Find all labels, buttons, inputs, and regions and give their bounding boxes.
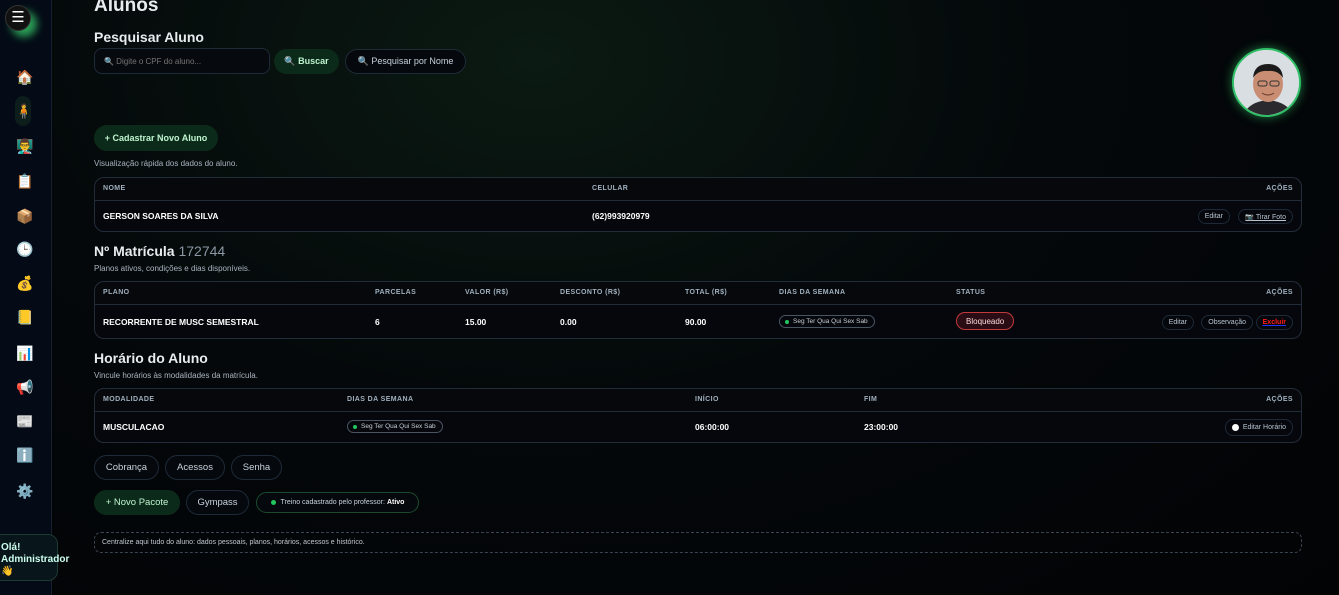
student-phone: (62)993920979	[592, 211, 650, 221]
training-label: Treino cadastrado pelo professor:	[280, 499, 385, 506]
col-header: MODALIDADE	[103, 396, 155, 403]
col-header: CELULAR	[592, 185, 629, 192]
col-header: STATUS	[956, 289, 986, 296]
take-photo-button[interactable]: 📷 Tirar Foto	[1238, 209, 1293, 224]
col-header: DIAS DA SEMANA	[347, 396, 414, 403]
menu-toggle-button[interactable]: ☰	[5, 5, 31, 31]
observation-button[interactable]: Observação	[1201, 315, 1253, 330]
end-time: 23:00:00	[864, 422, 899, 432]
enrollment-subtitle: Planos ativos, condições e dias disponív…	[94, 264, 251, 273]
tab-senha[interactable]: Senha	[231, 455, 282, 480]
start-time: 06:00:00	[695, 422, 730, 432]
schedule-subtitle: Vincule horários às modalidades da matrí…	[94, 371, 258, 380]
page-title: Alunos	[94, 0, 159, 16]
weekdays-text: Seg Ter Qua Qui Sex Sab	[361, 423, 436, 430]
training-value: Ativo	[386, 499, 405, 506]
avatar	[1232, 48, 1301, 117]
status-badge: Bloqueado	[956, 312, 1015, 330]
col-header: TOTAL (R$)	[685, 289, 728, 296]
modality-name: MUSCULACAO	[103, 422, 165, 432]
cpf-search-input[interactable]	[94, 48, 270, 74]
greeting-role: Administrador	[1, 554, 70, 565]
plan-installments: 6	[375, 317, 380, 327]
weekdays-text: Seg Ter Qua Qui Sex Sab	[793, 318, 868, 325]
chart-icon[interactable]: 📊	[16, 345, 34, 361]
info-note: Centralize aqui tudo do aluno: dados pes…	[94, 532, 1302, 553]
clipboard-icon[interactable]: 📋	[16, 173, 34, 189]
student-table: NOME CELULAR AÇÕES GERSON SOARES DA SILV…	[94, 177, 1302, 232]
newspaper-icon[interactable]: 📰	[16, 413, 34, 429]
table-row: GERSON SOARES DA SILVA (62)993920979 Edi…	[95, 201, 1301, 231]
tab-cobranca[interactable]: Cobrança	[94, 455, 159, 480]
col-header: NOME	[103, 185, 126, 192]
delete-plan-button[interactable]: Excluir	[1255, 315, 1293, 330]
plans-table: PLANO PARCELAS VALOR (R$) DESCONTO (R$) …	[94, 281, 1302, 339]
col-header: AÇÕES	[1266, 289, 1293, 296]
edit-student-button[interactable]: Editar	[1197, 209, 1230, 224]
megaphone-icon[interactable]: 📢	[16, 379, 34, 395]
student-name: GERSON SOARES DA SILVA	[103, 211, 219, 221]
tab-acessos[interactable]: Acessos	[165, 455, 225, 480]
col-header: DIAS DA SEMANA	[779, 289, 846, 296]
register-student-button[interactable]: + Cadastrar Novo Aluno	[94, 125, 218, 151]
home-icon[interactable]: 🏠	[16, 69, 34, 85]
search-by-name-button[interactable]: 🔍 Pesquisar por Nome	[345, 49, 466, 74]
plan-total: 90.00	[685, 317, 707, 327]
student-subtitle: Visualização rápida dos dados do aluno.	[94, 159, 238, 168]
gympass-button[interactable]: Gympass	[186, 490, 249, 515]
clock-icon	[1231, 424, 1239, 431]
plan-value: 15.00	[465, 317, 487, 327]
greeting-card: Olá! Administrador 👋	[0, 534, 70, 581]
greeting-line: Olá!	[1, 542, 21, 553]
training-status: Treino cadastrado pelo professor: Ativo	[256, 492, 419, 513]
edit-schedule-label: Editar Horário	[1242, 424, 1286, 431]
weekdays-badge: Seg Ter Qua Qui Sex Sab	[779, 315, 875, 328]
plan-name: RECORRENTE DE MUSC SEMESTRAL	[103, 317, 259, 327]
schedule-title: Horário do Aluno	[94, 350, 208, 366]
enrollment-label: Nº Matrícula	[94, 243, 175, 259]
col-header: FIM	[864, 396, 878, 403]
table-row: RECORRENTE DE MUSC SEMESTRAL 6 15.00 0.0…	[95, 305, 1301, 338]
money-bag-icon[interactable]: 💰	[16, 275, 34, 291]
student-icon[interactable]: 🧍	[15, 96, 32, 126]
weekdays-badge: Seg Ter Qua Qui Sex Sab	[347, 420, 443, 433]
edit-schedule-button[interactable]: Editar Horário	[1224, 419, 1293, 436]
col-header: PARCELAS	[375, 289, 417, 296]
teacher-icon[interactable]: 👨‍🏫	[16, 138, 34, 154]
wave-icon: 👋	[1, 566, 14, 577]
edit-plan-button[interactable]: Editar	[1161, 315, 1194, 330]
col-header: PLANO	[103, 289, 130, 296]
notebook-icon[interactable]: 📒	[16, 309, 34, 325]
clock-icon[interactable]: 🕒	[16, 241, 34, 257]
enrollment-number: 172744	[178, 243, 226, 259]
search-button[interactable]: 🔍 Buscar	[274, 49, 339, 74]
package-icon[interactable]: 📦	[16, 208, 34, 224]
active-dot-icon	[785, 319, 789, 324]
enrollment-title: Nº Matrícula 172744	[94, 243, 225, 259]
info-icon[interactable]: ℹ️	[16, 447, 34, 463]
col-header: INÍCIO	[695, 396, 719, 403]
new-package-button[interactable]: + Novo Pacote	[94, 490, 180, 515]
active-dot-icon	[270, 500, 276, 505]
sidebar: ☰ 🏠 🧍 👨‍🏫 📋 📦 🕒 💰 📒 📊 📢 📰 ℹ️ ⚙️ Olá! Administrador 👋	[0, 0, 69, 595]
schedule-table: MODALIDADE DIAS DA SEMANA INÍCIO FIM AÇÕ…	[94, 388, 1302, 443]
col-header: VALOR (R$)	[465, 289, 509, 296]
active-dot-icon	[353, 424, 357, 429]
table-row: MUSCULACAO Seg Ter Qua Qui Sex Sab 06:00…	[95, 412, 1301, 442]
col-header: AÇÕES	[1266, 185, 1293, 192]
col-header: AÇÕES	[1266, 396, 1293, 403]
gear-icon[interactable]: ⚙️	[16, 483, 34, 499]
col-header: DESCONTO (R$)	[560, 289, 621, 296]
plan-discount: 0.00	[560, 317, 577, 327]
search-title: Pesquisar Aluno	[94, 29, 204, 45]
